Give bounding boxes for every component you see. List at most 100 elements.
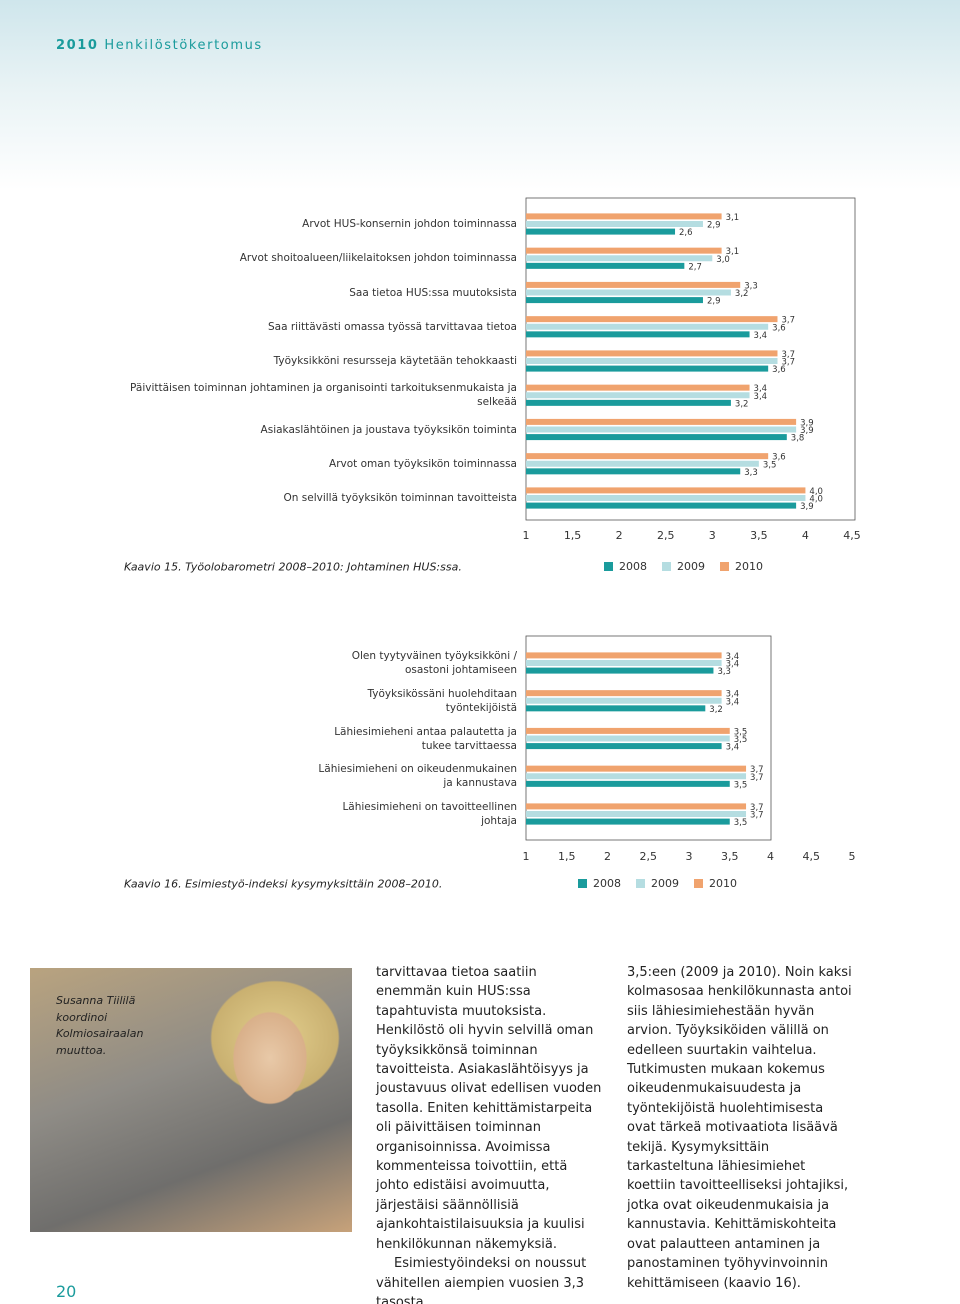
value-label: 3,5 bbox=[734, 818, 748, 828]
bar bbox=[526, 350, 778, 357]
text-column: tarvittavaa tietoa saatiin enemmän kuin … bbox=[376, 963, 604, 1304]
value-label: 3,4 bbox=[726, 690, 740, 700]
x-tick-label: 4 bbox=[802, 529, 809, 542]
header-title: Henkilöstökertomus bbox=[104, 38, 263, 53]
legend-swatch bbox=[720, 562, 729, 571]
value-label: 3,4 bbox=[726, 697, 740, 707]
value-label: 3,0 bbox=[716, 255, 730, 265]
category-label: Lähiesimieheni antaa palautetta ja tukee… bbox=[334, 725, 517, 752]
x-tick-label: 1 bbox=[523, 850, 530, 863]
bar bbox=[526, 735, 730, 742]
category-label: Työyksikössäni huolehditaan työntekijöis… bbox=[367, 687, 517, 714]
value-label: 2,6 bbox=[679, 228, 693, 238]
bar bbox=[526, 297, 703, 304]
value-label: 3,1 bbox=[726, 247, 740, 257]
bar bbox=[526, 667, 714, 674]
bar bbox=[526, 384, 750, 391]
bar bbox=[526, 289, 731, 296]
legend-label: 2010 bbox=[709, 877, 737, 890]
value-label: 4,0 bbox=[809, 495, 823, 505]
value-label: 3,5 bbox=[734, 780, 748, 790]
value-label: 3,4 bbox=[754, 392, 768, 402]
bar bbox=[526, 399, 731, 406]
category-label: Arvot shoitoalueen/liikelaitoksen johdon… bbox=[239, 252, 517, 265]
legend-label: 2010 bbox=[735, 560, 763, 573]
x-tick-label: 4,5 bbox=[843, 529, 861, 542]
value-label: 3,7 bbox=[781, 350, 795, 360]
legend-label: 2008 bbox=[593, 877, 621, 890]
bar bbox=[526, 705, 706, 712]
bar bbox=[526, 803, 747, 810]
value-label: 3,4 bbox=[754, 331, 768, 341]
photo bbox=[30, 968, 352, 1232]
x-tick-label: 2,5 bbox=[657, 529, 675, 542]
bar bbox=[526, 690, 722, 697]
bar bbox=[526, 323, 769, 330]
page-number: 20 bbox=[56, 1282, 77, 1301]
bar bbox=[526, 418, 797, 425]
bar bbox=[526, 221, 703, 227]
value-label: 2,7 bbox=[688, 262, 702, 272]
paragraph: 3,5:een (2009 ja 2010). Noin kaksi kolma… bbox=[627, 965, 852, 1291]
value-label: 3,6 bbox=[772, 323, 786, 333]
bar bbox=[526, 765, 747, 772]
category-label: Saa tietoa HUS:ssa muutoksista bbox=[349, 286, 517, 299]
header-year: 2010 bbox=[56, 38, 99, 53]
value-label: 3,4 bbox=[726, 652, 740, 662]
category-label: Asiakaslähtöinen ja joustava työyksikön … bbox=[260, 423, 517, 436]
legend-swatch bbox=[694, 879, 703, 888]
category-label: Lähiesimieheni on oikeudenmukainen ja ka… bbox=[318, 763, 517, 790]
value-label: 3,3 bbox=[717, 667, 731, 677]
bar bbox=[526, 697, 722, 704]
paragraph: Esimiestyöindeksi on noussut vähitellen … bbox=[376, 1256, 587, 1304]
bar bbox=[526, 255, 713, 262]
legend-swatch bbox=[604, 562, 613, 571]
value-label: 3,2 bbox=[735, 399, 749, 409]
paragraph: tarvittavaa tietoa saatiin enemmän kuin … bbox=[376, 965, 602, 1252]
value-label: 3,7 bbox=[750, 773, 764, 783]
legend-swatch bbox=[578, 879, 587, 888]
bar bbox=[526, 818, 730, 825]
value-label: 3,7 bbox=[750, 811, 764, 821]
bar bbox=[526, 660, 722, 666]
value-label: 3,4 bbox=[726, 660, 740, 670]
value-label: 3,9 bbox=[800, 418, 814, 428]
value-label: 2,9 bbox=[707, 297, 721, 307]
bar bbox=[526, 262, 685, 269]
x-tick-label: 2,5 bbox=[640, 850, 658, 863]
legend-label: 2008 bbox=[619, 560, 647, 573]
category-label: Arvot HUS-konsernin johdon toiminnassa bbox=[302, 218, 517, 230]
value-label: 4,0 bbox=[809, 487, 823, 497]
x-tick-label: 5 bbox=[849, 850, 856, 863]
x-tick-label: 2 bbox=[604, 850, 611, 863]
bar bbox=[526, 811, 747, 817]
bar bbox=[526, 316, 778, 323]
value-label: 3,5 bbox=[763, 460, 777, 470]
bar bbox=[526, 487, 806, 494]
x-tick-label: 3,5 bbox=[721, 850, 739, 863]
bar bbox=[526, 426, 797, 433]
category-label: Työyksikköni resursseja käytetään tehokk… bbox=[273, 355, 517, 367]
bar bbox=[526, 460, 759, 467]
value-label: 3,7 bbox=[750, 803, 764, 813]
category-label: Lähiesimieheni on tavoitteellinen johtaj… bbox=[342, 801, 517, 827]
chart-caption: Kaavio 15. Työolobarometri 2008–2010: Jo… bbox=[124, 560, 462, 574]
chart-caption: Kaavio 16. Esimiestyö-indeksi kysymyksit… bbox=[124, 877, 443, 891]
category-label: Arvot oman työyksikön toiminnassa bbox=[329, 457, 517, 470]
x-tick-label: 3,5 bbox=[750, 529, 768, 542]
category-label: Saa riittävästi omassa työssä tarvittava… bbox=[267, 320, 517, 333]
bar bbox=[526, 727, 730, 734]
value-label: 3,7 bbox=[750, 765, 764, 775]
value-label: 2,9 bbox=[707, 221, 721, 231]
bar bbox=[526, 652, 722, 659]
legend-label: 2009 bbox=[677, 560, 705, 573]
value-label: 3,5 bbox=[734, 727, 748, 737]
x-tick-label: 1,5 bbox=[558, 850, 576, 863]
value-label: 3,3 bbox=[744, 468, 758, 478]
legend-swatch bbox=[662, 562, 671, 571]
bar bbox=[526, 495, 806, 501]
bar bbox=[526, 365, 769, 372]
bar bbox=[526, 773, 747, 780]
category-label: Olen tyytyväinen työyksikköni / osastoni… bbox=[351, 650, 517, 676]
category-label: Päivittäisen toiminnan johtaminen ja org… bbox=[130, 382, 517, 409]
